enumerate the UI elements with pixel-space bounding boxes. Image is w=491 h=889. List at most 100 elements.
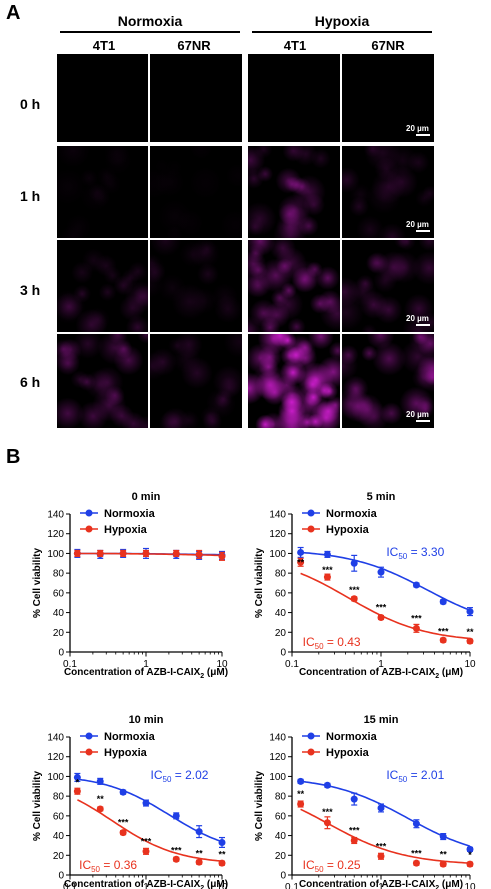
chart1-legend-marker-0 xyxy=(85,509,93,517)
chart2-y-tick-label: 60 xyxy=(275,588,287,599)
chart2-point-normoxia-1 xyxy=(323,550,331,558)
chart2-fit-hypoxia xyxy=(300,572,471,640)
scale-bar-label: 20 µm xyxy=(406,220,429,229)
chart3-point-normoxia-3 xyxy=(142,799,150,807)
chart4-y-tick-label: 100 xyxy=(269,772,286,783)
micrograph-6h-col4 xyxy=(342,334,434,428)
chart3-y-tick-label: 80 xyxy=(53,792,65,803)
chart3-ic50-hypoxia: IC50 = 0.36 xyxy=(79,858,137,874)
chart2-legend-marker-1 xyxy=(307,525,315,533)
chart3-legend-marker-0 xyxy=(85,732,93,740)
micrograph-1h-col1 xyxy=(57,146,148,238)
chart1-point-hypoxia-5 xyxy=(195,550,203,558)
chart2-point-hypoxia-1 xyxy=(323,573,331,581)
scale-bar-line xyxy=(416,420,430,422)
chart4-point-normoxia-3 xyxy=(377,804,385,812)
scale-bar: 20 µm xyxy=(406,220,430,232)
chart4-y-tick-label: 120 xyxy=(269,752,286,763)
chart3-point-normoxia-4 xyxy=(172,812,180,820)
chart4-x-tick-label: 10 xyxy=(464,882,476,889)
chart3-x-tick-label: 0.1 xyxy=(63,882,77,889)
chart2-sig-star-3: *** xyxy=(376,603,387,613)
chart2-y-tick-label: 0 xyxy=(280,648,286,659)
chart2-point-hypoxia-4 xyxy=(412,624,420,632)
micrograph-1h-col2 xyxy=(150,146,242,238)
col-label-4t1-normoxia: 4T1 xyxy=(92,38,116,53)
chart1-y-tick-label: 80 xyxy=(53,569,65,580)
chart2-ic50-normoxia: IC50 = 3.30 xyxy=(386,545,444,561)
chart2-y-tick-label: 120 xyxy=(269,529,286,540)
chart4-point-hypoxia-6 xyxy=(466,860,474,868)
chart2-legend-marker-0 xyxy=(307,509,315,517)
chart4-y-tick-label: 40 xyxy=(275,831,287,842)
chart2-sig-star-0: ** xyxy=(297,557,305,567)
chart2-point-hypoxia-6 xyxy=(466,637,474,645)
chart3-y-tick-label: 60 xyxy=(53,811,65,822)
chart4-point-hypoxia-4 xyxy=(412,859,420,867)
micrograph-0h-col3 xyxy=(248,54,340,142)
micrograph-3h-col1 xyxy=(57,240,148,332)
chart2-xlabel: Concentration of AZB-I-CAIX2 (μM) xyxy=(299,667,463,680)
chart2-title: 5 min xyxy=(367,491,396,503)
chart4-sig-star-0: ** xyxy=(297,789,305,799)
row-label-1h: 1 h xyxy=(20,188,41,204)
chart3-sig-star-1: ** xyxy=(97,794,105,804)
chart1-point-hypoxia-6 xyxy=(218,552,226,560)
chart1-y-tick-label: 60 xyxy=(53,588,65,599)
chart1-y-tick-label: 0 xyxy=(58,648,64,659)
chart4-sig-star-5: ** xyxy=(440,849,448,859)
chart2-y-tick-label: 100 xyxy=(269,549,286,560)
chart3-ic50-normoxia: IC50 = 2.02 xyxy=(151,768,209,784)
row-label-6h: 6 h xyxy=(20,374,41,390)
row-label-3h: 3 h xyxy=(20,282,41,298)
chart2-ic50-hypoxia: IC50 = 0.43 xyxy=(303,635,361,651)
chart4-ylabel: % Cell viability xyxy=(254,771,265,841)
chart4-legend-marker-1 xyxy=(307,748,315,756)
chart1-ylabel: % Cell viability xyxy=(32,548,43,618)
chart3-point-normoxia-6 xyxy=(218,838,226,846)
chart1-y-tick-label: 100 xyxy=(47,549,64,560)
chart4-title: 15 min xyxy=(364,714,399,726)
chart4-point-hypoxia-1 xyxy=(323,819,331,827)
chart1-legend-marker-1 xyxy=(85,525,93,533)
chart1-y-tick-label: 140 xyxy=(47,510,64,521)
chart1-point-hypoxia-1 xyxy=(96,549,104,557)
chart2-legend-label-1: Hypoxia xyxy=(326,524,370,536)
col-label-4t1-hypoxia: 4T1 xyxy=(283,38,307,53)
chart2-point-normoxia-5 xyxy=(439,598,447,606)
chart3-sig-star-5: ** xyxy=(196,848,204,858)
panel-b-letter: B xyxy=(6,446,21,468)
chart3-legend-label-1: Hypoxia xyxy=(104,747,148,759)
chart2-point-normoxia-0 xyxy=(297,548,305,556)
chart4-point-hypoxia-3 xyxy=(377,852,385,860)
chart2-point-hypoxia-5 xyxy=(439,636,447,644)
micrograph-0h-col4 xyxy=(342,54,434,142)
chart3-sig-star-6: ** xyxy=(218,849,226,859)
header-normoxia: Normoxia xyxy=(117,13,183,29)
chart1-legend-label-1: Hypoxia xyxy=(104,524,148,536)
chart1-point-hypoxia-0 xyxy=(73,549,81,557)
scale-bar-label: 20 µm xyxy=(406,410,429,419)
chart3-xlabel: Concentration of AZB-I-CAIX2 (μM) xyxy=(64,879,228,889)
chart3-y-tick-label: 120 xyxy=(47,752,64,763)
scale-bar-label: 20 µm xyxy=(406,314,429,323)
chart4-point-normoxia-0 xyxy=(297,777,305,785)
chart3-sig-star-2: *** xyxy=(118,818,129,828)
chart2-point-normoxia-4 xyxy=(412,581,420,589)
micrograph-0h-col1 xyxy=(57,54,148,142)
chart4-legend-marker-0 xyxy=(307,732,315,740)
chart4-x-tick-label: 1 xyxy=(378,882,384,889)
chart3-legend-label-0: Normoxia xyxy=(104,731,156,743)
chart2-point-normoxia-3 xyxy=(377,568,385,576)
chart3-y-tick-label: 40 xyxy=(53,831,65,842)
scale-bar-line xyxy=(416,324,430,326)
chart3-point-hypoxia-0 xyxy=(73,787,81,795)
chart4-y-tick-label: 80 xyxy=(275,792,287,803)
chart4-point-hypoxia-5 xyxy=(439,860,447,868)
scale-bar-line xyxy=(416,230,430,232)
chart1-xlabel: Concentration of AZB-I-CAIX2 (μM) xyxy=(64,667,228,680)
chart2-ylabel: % Cell viability xyxy=(254,548,265,618)
chart3-point-normoxia-5 xyxy=(195,828,203,836)
chart3-point-hypoxia-1 xyxy=(96,805,104,813)
micrograph-1h-col3 xyxy=(248,146,340,238)
